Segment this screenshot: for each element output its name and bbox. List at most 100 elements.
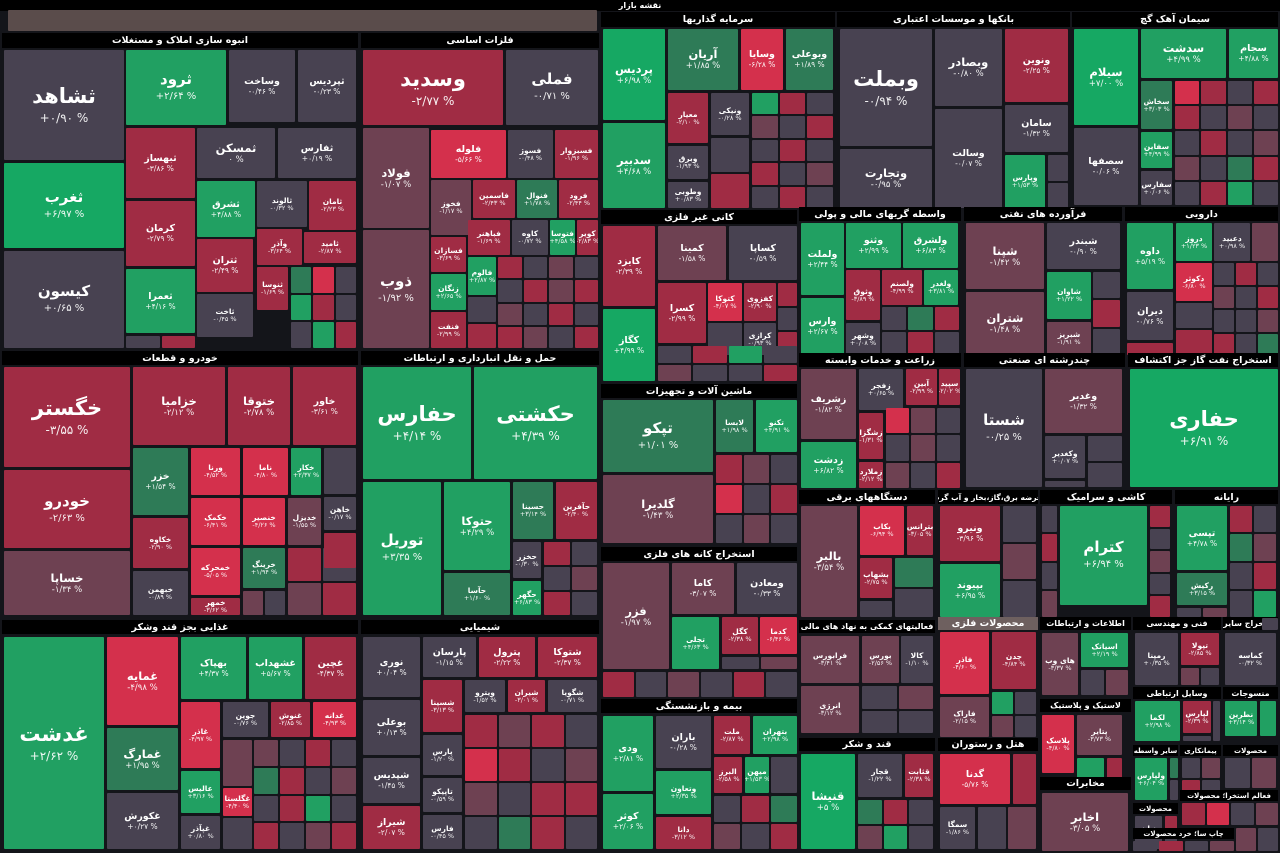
stock-tile[interactable]: وطوبی +۰/۸۳ % [668,182,708,208]
stock-tile[interactable]: وبوعلی +۱/۸۹ % [786,29,833,90]
stock-tile[interactable]: وسالت -۰/۰۷ % [935,109,1002,208]
stock-tile[interactable]: ثشاهد +۰/۹۰ % [4,50,124,160]
stock-tile-small[interactable] [1260,701,1276,736]
stock-tile-small[interactable] [716,515,742,543]
stock-tile-small[interactable] [882,307,907,330]
stock-tile[interactable]: تپسی +۴/۷۸ % [1177,506,1227,570]
stock-tile[interactable]: کگل -۲/۳۸ % [722,617,758,654]
stock-tile[interactable]: شیراز -۲/۰۷ % [363,806,420,849]
stock-tile-small[interactable] [465,817,497,849]
stock-tile-small[interactable] [728,364,762,381]
stock-tile-small[interactable] [243,591,263,615]
stock-tile[interactable]: اخابر -۳/۰۵ % [1042,793,1128,851]
stock-tile-small[interactable] [1258,333,1278,355]
stock-tile-small[interactable] [1231,803,1254,825]
stock-tile[interactable]: زشگزا -۱/۳۱ % [859,413,883,459]
stock-tile[interactable]: ثعمرا +۴/۱۶ % [126,269,195,333]
stock-tile-small[interactable] [1201,81,1226,105]
stock-tile-small[interactable] [323,582,356,615]
stock-tile-small[interactable] [1182,758,1200,778]
stock-tile[interactable]: خبهمن -۰/۸۹ % [133,571,188,615]
stock-tile-small[interactable] [313,322,334,348]
stock-tile-small[interactable] [280,795,304,822]
stock-tile[interactable]: غچین -۴/۳۷ % [305,637,356,699]
stock-tile[interactable]: خزامیا -۲/۱۲ % [133,367,225,445]
stock-tile-small[interactable] [565,749,597,781]
stock-tile-small[interactable] [532,749,564,781]
stock-tile[interactable]: غدشت +۲/۶۲ % [4,637,104,849]
stock-tile-small[interactable] [858,825,882,849]
stock-tile-small[interactable] [1203,608,1227,617]
stock-tile-small[interactable] [1201,156,1226,180]
stock-tile[interactable]: تاپیکو -۰/۵۹ % [423,778,462,812]
stock-tile[interactable]: وشهر +۰/۰۸ % [846,323,880,355]
stock-tile-small[interactable] [779,186,806,208]
stock-tile-small[interactable] [549,303,573,325]
stock-tile[interactable]: رمپنا +۰/۳۵ % [1135,633,1178,685]
stock-tile[interactable]: آبین -۲/۹۹ % [906,369,937,405]
stock-tile[interactable]: خگستر -۳/۵۵ % [4,367,130,467]
stock-tile-small[interactable] [280,823,304,849]
stock-tile-small[interactable] [807,93,833,115]
stock-tile-small[interactable] [779,93,806,115]
stock-tile-small[interactable] [1214,263,1234,285]
stock-tile-small[interactable] [714,796,741,822]
stock-tile[interactable]: فملی -۰/۷۱ % [506,50,598,125]
stock-tile[interactable]: شبندر -۰/۹۰ % [1047,223,1120,269]
stock-tile-small[interactable] [1254,562,1276,589]
stock-tile-small[interactable] [532,715,564,747]
stock-tile[interactable]: فولاد -۱/۰۷ % [363,128,429,228]
stock-tile-small[interactable] [465,783,497,815]
stock-tile-small[interactable] [1133,841,1157,851]
stock-tile-small[interactable] [544,592,570,615]
stock-tile[interactable]: حخزر -۰/۳۰ % [513,542,541,578]
stock-tile-small[interactable] [1015,692,1036,714]
stock-tile[interactable]: غاذر -۴/۹۷ % [181,702,220,768]
stock-tile-small[interactable] [288,582,321,615]
stock-tile[interactable]: بورس -۲/۵۶ % [862,636,899,683]
stock-tile-small[interactable] [574,280,598,302]
stock-tile-small[interactable] [1214,286,1234,308]
stock-tile[interactable]: فزر -۱/۹۷ % [603,563,669,669]
stock-tile-small[interactable] [728,346,762,363]
stock-tile-small[interactable] [779,163,806,185]
stock-tile-small[interactable] [909,800,933,824]
stock-tile-small[interactable] [807,163,833,185]
stock-tile-small[interactable] [1013,754,1036,804]
stock-tile-small[interactable] [742,823,769,849]
stock-tile[interactable]: حآسا +۱/۶۰ % [444,573,510,615]
stock-tile-small[interactable] [1175,181,1200,205]
stock-tile[interactable]: رکیش +۳/۱۵ % [1177,573,1227,605]
stock-tile-small[interactable] [936,408,960,434]
stock-tile[interactable]: ثنوسا -۱/۶۹ % [257,267,288,310]
stock-tile[interactable]: ونیرو -۳/۹۶ % [940,506,1000,561]
stock-tile[interactable]: انرژی -۳/۱۲ % [801,686,859,733]
stock-tile[interactable]: سخاش +۳/۰۳ % [1141,81,1172,129]
stock-tile[interactable]: ودی +۲/۸۱ % [603,716,653,791]
stock-tile-small[interactable] [807,139,833,162]
stock-tile-small[interactable] [571,542,597,565]
stock-tile-small[interactable] [288,548,321,581]
stock-tile-small[interactable] [1127,343,1173,355]
stock-tile[interactable]: حکشتی +۴/۳۹ % [474,367,597,479]
stock-tile-small[interactable] [743,485,770,513]
stock-tile-small[interactable] [1214,310,1234,332]
stock-tile[interactable]: غدانه -۴/۹۳ % [313,702,356,737]
stock-tile[interactable]: غپآذر +۰/۸۰ % [181,816,220,849]
stock-tile-small[interactable] [280,767,304,794]
stock-tile[interactable]: فالوم +۲/۸۷ % [468,257,496,295]
stock-tile-small[interactable] [544,567,570,590]
stock-tile-small[interactable] [1252,223,1278,261]
stock-tile[interactable]: سپید -۲/۰۲ % [939,369,960,405]
stock-tile[interactable]: معیار -۲/۱۰ % [668,93,708,143]
stock-tile-small[interactable] [1213,701,1220,741]
stock-tile[interactable]: ثپردیس -۰/۲۳ % [298,50,356,122]
stock-tile[interactable]: خمهر -۳/۶۲ % [191,598,240,615]
stock-tile-small[interactable] [1003,581,1036,617]
stock-tile-small[interactable] [1253,156,1278,180]
stock-tile[interactable]: ولغدر +۳/۸۱ % [924,270,958,305]
stock-tile-small[interactable] [1258,263,1278,285]
stock-tile-small[interactable] [1048,155,1068,181]
stock-tile-small[interactable] [498,817,530,849]
stock-tile-small[interactable] [1202,758,1220,778]
